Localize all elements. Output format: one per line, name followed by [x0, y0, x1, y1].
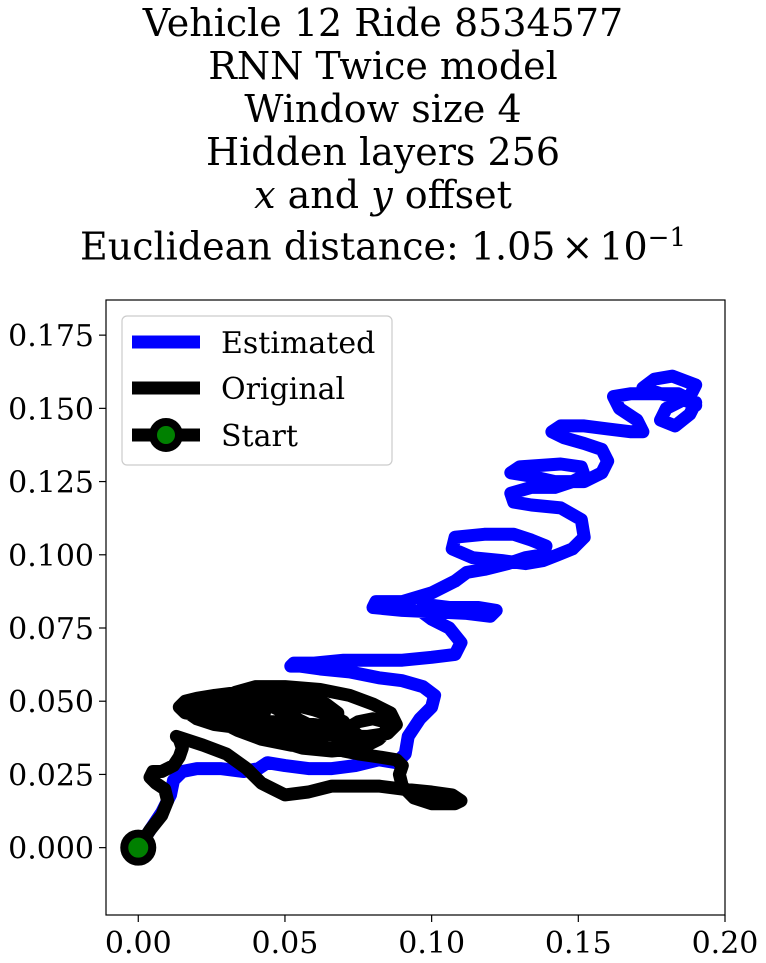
- y-tick-label: 0.050: [8, 685, 94, 720]
- title-x-var: x: [254, 173, 276, 217]
- title-line-4: Hidden layers 256: [205, 130, 561, 174]
- legend-box: [121, 315, 393, 466]
- legend-item-start: Start: [132, 418, 298, 454]
- y-tick-label: 0.075: [8, 612, 94, 647]
- title-distance-prefix: Euclidean distance:: [80, 224, 471, 269]
- title-line-2: RNN Twice model: [208, 44, 558, 88]
- title-line-3: Window size 4: [244, 87, 522, 131]
- x-tick-label: 0.00: [105, 926, 172, 961]
- y-tick-label: 0.125: [8, 466, 94, 501]
- plot-frame: [105, 299, 726, 916]
- title-y-var: y: [371, 173, 393, 217]
- series-layer: [120, 369, 703, 866]
- x-tick-label: 0.15: [545, 926, 612, 961]
- start-marker: [120, 829, 157, 866]
- x-tick-label: 0.10: [398, 926, 465, 961]
- title-line-6: Euclidean distance: 1.05 × 10−1: [0, 217, 766, 269]
- title-and: and: [287, 173, 360, 217]
- series-estimated-line: [131, 369, 703, 855]
- x-tick-label: 0.05: [252, 926, 319, 961]
- title-line-5: x and y offset: [0, 174, 766, 217]
- chart-title: Vehicle 12 Ride 8534577 RNN Twice model …: [0, 0, 766, 269]
- legend-item-original: Original: [132, 372, 345, 407]
- legend-start-marker: [149, 418, 183, 452]
- title-line-1: Vehicle 12 Ride 8534577: [142, 1, 624, 45]
- y-tick-label: 0.175: [8, 319, 94, 354]
- legend: Estimated Original Start: [121, 315, 393, 466]
- legend-label: Start: [221, 419, 298, 454]
- y-tick-label: 0.150: [8, 392, 94, 427]
- legend-label: Original: [221, 372, 345, 407]
- title-distance-times: ×: [561, 224, 594, 269]
- title-distance-exponent: −1: [647, 223, 686, 253]
- legend-item-estimated: Estimated: [132, 326, 375, 361]
- title-distance-base: 10: [599, 224, 648, 269]
- title-distance-mantissa: 1.05: [470, 224, 556, 269]
- x-tick-label: 0.20: [692, 926, 759, 961]
- title-offset: offset: [404, 173, 512, 217]
- y-tick-label: 0.000: [8, 832, 94, 867]
- y-tick-label: 0.100: [8, 539, 94, 574]
- y-tick-label: 0.025: [8, 758, 94, 793]
- legend-label: Estimated: [221, 326, 375, 361]
- series-original-line: [131, 680, 468, 855]
- axis-layer: 0.00 0.05 0.10 0.15 0.20 0.000 0.025 0.050 0.075…: [8, 319, 758, 961]
